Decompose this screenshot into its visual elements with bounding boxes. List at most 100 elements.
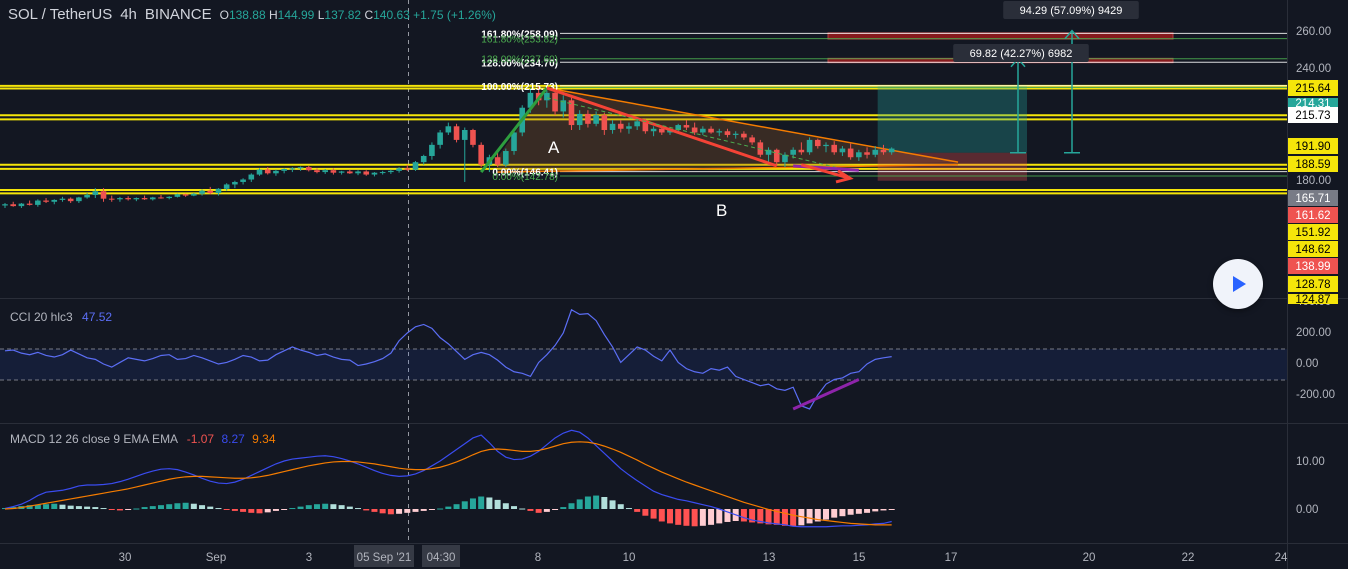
macd-histogram-bar (215, 508, 222, 510)
cci-divergence-line (792, 378, 860, 411)
candle-body (174, 194, 181, 197)
candle (256, 168, 263, 176)
macd-histogram-bar (289, 508, 296, 510)
candle-body (338, 171, 345, 173)
candle (371, 172, 378, 177)
price-label-bg (1288, 224, 1338, 240)
candle (207, 186, 214, 195)
candle (158, 194, 164, 199)
candle-body (470, 130, 476, 145)
symbol-name[interactable]: SOL / TetherUS (8, 6, 113, 23)
bearish-arrow (800, 163, 854, 184)
candle (347, 169, 353, 174)
interval-label[interactable]: 4h (120, 6, 137, 23)
candle-body (322, 170, 328, 173)
candle-body (888, 148, 895, 153)
open-value: 138.88 (228, 8, 266, 22)
macd-histogram-bar (166, 504, 173, 509)
candle (232, 180, 238, 189)
candle (478, 142, 484, 168)
cci-legend[interactable]: CCI 20 hlc3 47.52 (10, 310, 112, 324)
candle (174, 193, 181, 198)
macd-histogram-bar (190, 503, 197, 509)
fib-label: 161.80%(258.09) (481, 29, 558, 40)
long-position-target-zone (877, 85, 1027, 153)
macd-histogram-bar (478, 496, 485, 509)
candle (76, 196, 82, 204)
macd-histogram-bar (51, 503, 58, 509)
candle-body (716, 131, 723, 133)
candle (84, 193, 90, 199)
candle-body (478, 144, 484, 165)
candle-body (552, 92, 558, 112)
macd-histogram-bar (43, 504, 50, 509)
macd-title: MACD 12 26 close 9 EMA EMA (10, 432, 178, 446)
price-label-bg (1288, 258, 1338, 274)
candle (872, 146, 879, 158)
symbol-header[interactable]: SOL / TetherUS 4h BINANCE O138.88 H144.9… (8, 6, 496, 23)
x-tick-label: 13 (763, 552, 776, 564)
candle-body (445, 126, 452, 133)
candle-body (289, 168, 296, 170)
candle-series (2, 85, 895, 208)
macd-histogram-bar (683, 509, 690, 526)
macd-legend[interactable]: MACD 12 26 close 9 EMA EMA -1.07 8.27 9.… (10, 432, 276, 446)
macd-histogram-bar (248, 509, 255, 513)
macd-histogram-bar (313, 504, 320, 509)
candle-body (43, 200, 49, 202)
macd-histogram-bar (387, 509, 394, 515)
fib-label: 0.00%(142.78) (492, 172, 558, 183)
candle (273, 169, 279, 176)
candle (823, 142, 829, 153)
x-tick-label: 22 (1182, 552, 1195, 564)
candle-body (18, 203, 25, 207)
candle (215, 188, 222, 196)
candle-body (659, 128, 665, 133)
candle-body (437, 132, 443, 145)
macd-histogram-bar (26, 505, 33, 509)
candle-body (880, 149, 887, 153)
candle-body (256, 169, 263, 175)
candle-body (2, 204, 8, 206)
fib-label: 128.00%(237.60) (481, 55, 558, 66)
candle (2, 203, 8, 208)
candle (429, 142, 435, 160)
candle-body (314, 170, 320, 173)
candle-body (388, 170, 394, 173)
macd-histogram-bar (223, 509, 230, 510)
candle-body (831, 144, 838, 153)
play-icon (1233, 276, 1246, 292)
candle-body (281, 168, 287, 171)
macd-histogram-bar (535, 509, 542, 513)
candle (732, 131, 739, 139)
candle-body (511, 132, 517, 152)
candle (609, 120, 616, 134)
candle (856, 149, 862, 161)
candle-body (158, 197, 164, 199)
candle (379, 170, 386, 175)
macd-histogram-bar (125, 509, 132, 510)
macd-histogram-bar (59, 504, 66, 509)
macd-histogram-bar (814, 509, 821, 522)
candle-body (182, 194, 189, 196)
wave-label-b: B (716, 201, 727, 220)
candle-body (675, 125, 682, 130)
price-label-bg (1288, 156, 1338, 172)
macd-histogram-bar (781, 509, 788, 526)
replay-play-button[interactable] (1213, 259, 1263, 309)
candle-body (347, 171, 353, 174)
candle-body (839, 148, 846, 153)
candle-body (856, 152, 862, 158)
measure-label-2: 94.29 (57.09%) 9429 (1020, 5, 1123, 17)
candle (92, 188, 99, 199)
candle-body (568, 100, 575, 126)
macd-histogram-bar (420, 509, 427, 511)
candle-body (59, 198, 66, 200)
macd-histogram-bar (593, 495, 600, 509)
macd-histogram-bar (757, 509, 764, 524)
crosshair-time-bg (422, 545, 460, 567)
x-tick-label: 8 (535, 552, 541, 564)
candle-body (847, 148, 854, 158)
candle (125, 196, 131, 201)
